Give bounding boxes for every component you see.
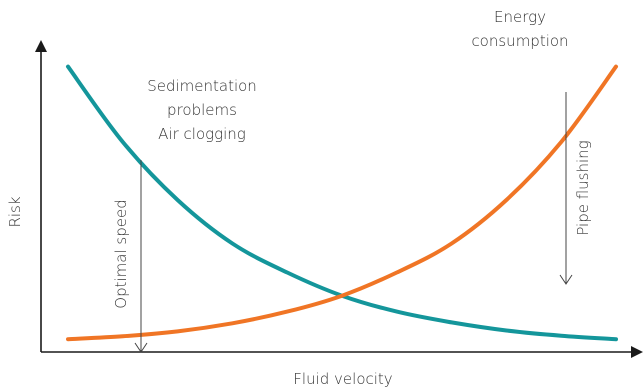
sedimentation-label-line3: Air clogging — [158, 125, 246, 143]
y-axis-arrow — [35, 40, 47, 52]
pipe-flushing-label: Pipe flushing — [574, 140, 592, 235]
pipe-flushing-arrow — [559, 274, 573, 285]
energy-label-line2: consumption — [471, 32, 568, 50]
energy-label-line1: Energy — [494, 8, 546, 26]
x-axis-label: Fluid velocity — [293, 370, 393, 388]
sedimentation-label-line1: Sedimentation — [147, 77, 257, 95]
optimal-speed-arrow — [134, 342, 148, 353]
risk-decreasing-curve — [66, 64, 618, 342]
y-axis-label: Risk — [6, 196, 24, 227]
optimal-speed-marker: Optimal speed — [112, 160, 148, 353]
series-layer — [66, 64, 618, 342]
risk-increasing-curve — [66, 64, 618, 342]
sedimentation-label-line2: problems — [167, 101, 237, 119]
pipe-flushing-marker: Pipe flushing — [559, 92, 592, 285]
x-axis-arrow — [631, 346, 643, 358]
optimal-speed-label: Optimal speed — [112, 199, 130, 308]
